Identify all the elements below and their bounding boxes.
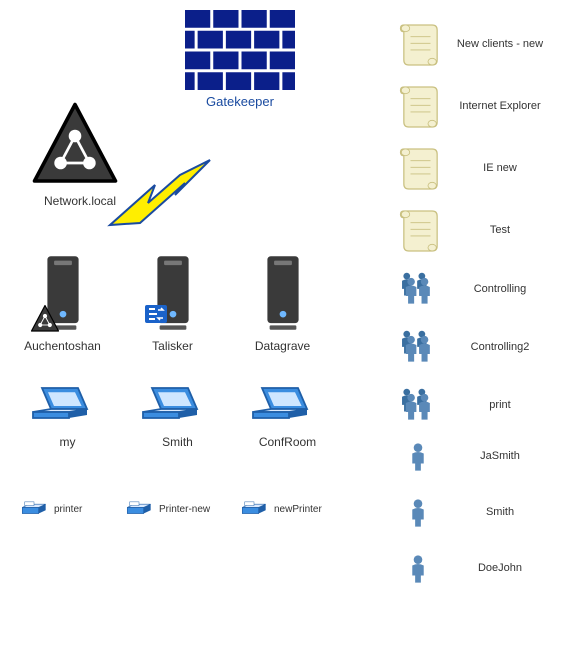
server-node: Talisker — [130, 254, 215, 353]
person-icon — [395, 442, 441, 471]
printer-icon — [20, 500, 48, 520]
sidebar-item-group: print — [395, 384, 545, 426]
server-icon — [40, 254, 86, 332]
sidebar-item-label: JaSmith — [455, 450, 545, 462]
group-icon — [395, 268, 441, 310]
server-label: Datagrave — [243, 339, 323, 353]
group-icon — [395, 326, 441, 368]
network-label: Network.local — [30, 194, 130, 208]
printer-label: printer — [54, 504, 82, 515]
network-warning-icon — [30, 100, 130, 190]
network-node: Network.local — [30, 100, 130, 208]
printer-label: newPrinter — [274, 504, 322, 515]
sidebar-item-label: Test — [455, 224, 545, 236]
printer-node: Printer-new — [125, 500, 210, 520]
printer-icon — [240, 500, 268, 520]
printer-label: Printer-new — [159, 504, 210, 515]
sidebar-item-label: IE new — [455, 162, 545, 174]
server-label: Talisker — [133, 339, 213, 353]
laptop-label: my — [38, 435, 98, 449]
server-node: Auchentoshan — [20, 254, 105, 353]
sidebar-item-group: Controlling — [395, 268, 545, 310]
laptop-label: Smith — [148, 435, 208, 449]
laptop-icon — [140, 385, 215, 433]
laptop-icon — [250, 385, 325, 433]
printer-node: newPrinter — [240, 500, 322, 520]
scroll-icon — [395, 144, 441, 192]
sidebar-item-label: DoeJohn — [455, 562, 545, 574]
laptop-node: Smith — [140, 385, 215, 449]
firewall-label: Gatekeeper — [185, 94, 295, 109]
laptop-label: ConfRoom — [258, 435, 318, 449]
sidebar-item-label: print — [455, 399, 545, 411]
sidebar-item-scroll: Test — [395, 206, 545, 254]
person-icon — [395, 498, 441, 527]
exchange-badge-icon — [144, 302, 168, 326]
sidebar-item-scroll: Internet Explorer — [395, 82, 545, 130]
warning-badge-icon — [30, 304, 60, 334]
sidebar-item-label: Internet Explorer — [455, 100, 545, 112]
sidebar-item-person: DoeJohn — [395, 554, 545, 583]
server-label: Auchentoshan — [23, 339, 103, 353]
sidebar-item-label: Smith — [455, 506, 545, 518]
laptop-node: ConfRoom — [250, 385, 325, 449]
server-icon — [150, 254, 196, 332]
laptop-node: my — [30, 385, 105, 449]
server-node: Datagrave — [240, 254, 325, 353]
person-icon — [395, 554, 441, 583]
scroll-icon — [395, 206, 441, 254]
printer-icon — [125, 500, 153, 520]
scroll-icon — [395, 82, 441, 130]
laptop-icon — [30, 385, 105, 433]
sidebar-item-scroll: New clients - new — [395, 20, 545, 68]
scroll-icon — [395, 20, 441, 68]
firewall-icon — [185, 10, 295, 90]
group-icon — [395, 384, 441, 426]
sidebar-item-person: Smith — [395, 498, 545, 527]
firewall-node: Gatekeeper — [185, 10, 295, 109]
sidebar-item-person: JaSmith — [395, 442, 545, 471]
printer-node: printer — [20, 500, 82, 520]
sidebar-item-scroll: IE new — [395, 144, 545, 192]
server-icon — [260, 254, 306, 332]
sidebar-item-group: Controlling2 — [395, 326, 545, 368]
sidebar-item-label: Controlling — [455, 283, 545, 295]
sidebar-item-label: Controlling2 — [455, 341, 545, 353]
sidebar-item-label: New clients - new — [455, 38, 545, 50]
